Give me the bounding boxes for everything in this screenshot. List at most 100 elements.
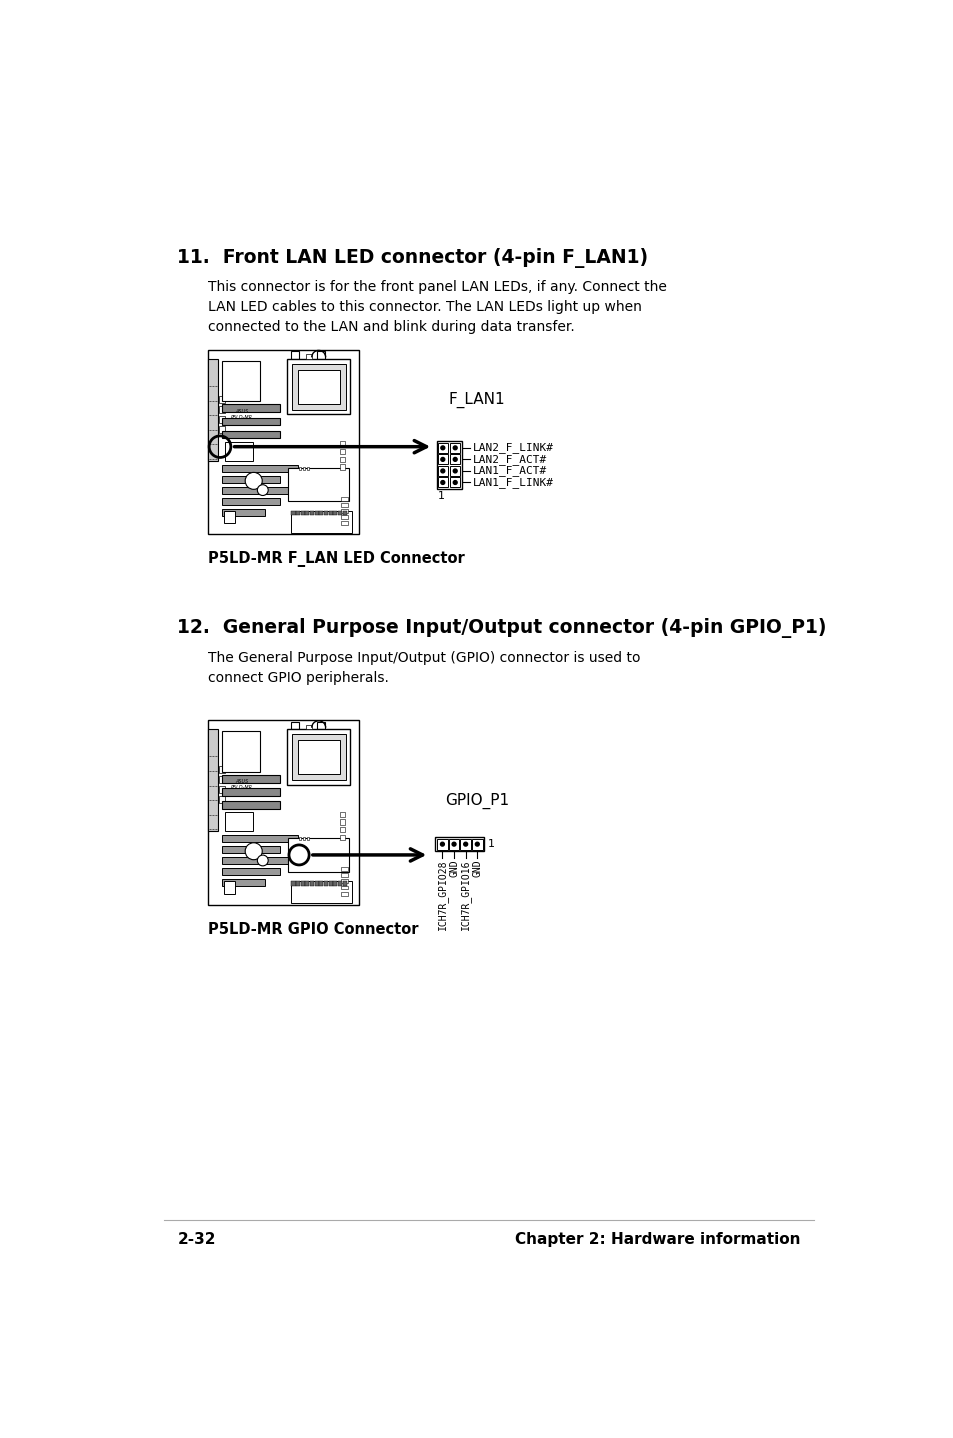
Bar xyxy=(341,880,347,883)
Text: The General Purpose Input/Output (GPIO) connector is used to
connect GPIO periph: The General Purpose Input/Output (GPIO) … xyxy=(208,651,640,684)
Bar xyxy=(222,835,297,843)
Bar xyxy=(437,454,447,464)
Bar xyxy=(337,510,342,515)
Bar xyxy=(339,464,344,470)
Bar xyxy=(222,801,279,808)
Bar xyxy=(437,443,447,453)
Text: 12.  General Purpose Input/Output connector (4-pin GPIO_P1): 12. General Purpose Input/Output connect… xyxy=(177,618,826,638)
Bar xyxy=(298,467,301,470)
Text: This connector is for the front panel LAN LEDs, if any. Connect the
LAN LED cabl: This connector is for the front panel LA… xyxy=(208,280,666,335)
Bar xyxy=(307,837,309,840)
Bar xyxy=(222,404,279,413)
Circle shape xyxy=(257,856,268,866)
Bar xyxy=(222,857,297,864)
Bar xyxy=(225,441,253,460)
Bar xyxy=(222,417,279,426)
Circle shape xyxy=(475,843,478,846)
Circle shape xyxy=(440,480,444,485)
Text: 2-32: 2-32 xyxy=(177,1232,215,1247)
Text: ICH7R_GPIO16: ICH7R_GPIO16 xyxy=(459,860,471,930)
Circle shape xyxy=(440,469,444,473)
Bar xyxy=(288,467,349,502)
Bar xyxy=(450,477,459,487)
Bar xyxy=(298,837,301,840)
Bar xyxy=(224,881,234,894)
Bar xyxy=(287,729,350,785)
Bar xyxy=(305,510,309,515)
Bar xyxy=(292,733,345,779)
Text: ASUS
P5LD-MR: ASUS P5LD-MR xyxy=(231,408,253,420)
Bar xyxy=(300,510,305,515)
Bar xyxy=(219,787,224,794)
Bar xyxy=(292,351,299,360)
Text: 11.  Front LAN LED connector (4-pin F_LAN1): 11. Front LAN LED connector (4-pin F_LAN… xyxy=(177,247,648,267)
Bar xyxy=(341,503,347,506)
Bar xyxy=(292,881,352,903)
Bar xyxy=(436,441,461,489)
Bar xyxy=(222,869,279,876)
Circle shape xyxy=(257,485,268,496)
Circle shape xyxy=(245,843,262,860)
Bar xyxy=(324,881,328,886)
Bar xyxy=(337,881,342,886)
Bar xyxy=(450,443,459,453)
Circle shape xyxy=(453,457,456,462)
Text: GND: GND xyxy=(472,860,482,877)
Text: LAN1_F_ACT#: LAN1_F_ACT# xyxy=(472,466,546,476)
Bar xyxy=(342,881,346,886)
Bar xyxy=(324,510,328,515)
Bar xyxy=(341,886,347,890)
Bar xyxy=(208,360,218,460)
Bar xyxy=(341,509,347,513)
Text: 1: 1 xyxy=(487,838,494,848)
Bar xyxy=(450,454,459,464)
Bar xyxy=(459,838,471,850)
Bar xyxy=(341,892,347,896)
Circle shape xyxy=(440,457,444,462)
Circle shape xyxy=(453,446,456,450)
Bar xyxy=(222,498,279,505)
Bar xyxy=(341,522,347,525)
Bar xyxy=(333,881,337,886)
Bar xyxy=(208,720,359,905)
Bar xyxy=(436,838,447,850)
Circle shape xyxy=(463,843,467,846)
Bar xyxy=(222,476,279,483)
Text: LAN2_F_LINK#: LAN2_F_LINK# xyxy=(472,443,553,453)
Circle shape xyxy=(440,446,444,450)
Bar xyxy=(297,741,339,774)
Bar xyxy=(319,510,323,515)
Text: P5LD-MR F_LAN LED Connector: P5LD-MR F_LAN LED Connector xyxy=(208,551,465,568)
Bar xyxy=(339,835,344,840)
Bar xyxy=(292,364,345,410)
Text: GPIO_P1: GPIO_P1 xyxy=(444,792,508,808)
Text: Chapter 2: Hardware information: Chapter 2: Hardware information xyxy=(515,1232,800,1247)
Bar xyxy=(219,777,224,784)
Bar xyxy=(341,496,347,500)
Bar xyxy=(222,464,297,472)
Bar xyxy=(314,510,318,515)
Bar xyxy=(339,827,344,833)
Bar xyxy=(472,838,482,850)
Bar xyxy=(288,838,349,871)
Bar xyxy=(208,349,359,535)
Bar xyxy=(222,509,264,516)
Bar xyxy=(307,467,309,470)
Bar xyxy=(224,510,234,523)
Bar xyxy=(222,487,297,493)
Bar xyxy=(303,837,305,840)
Bar xyxy=(341,867,347,871)
Bar xyxy=(300,881,305,886)
Text: F_LAN1: F_LAN1 xyxy=(448,393,505,408)
Bar xyxy=(219,406,224,413)
Bar xyxy=(295,510,300,515)
Bar xyxy=(437,466,447,476)
Bar xyxy=(292,722,299,729)
Bar xyxy=(222,846,279,853)
Bar xyxy=(437,477,447,487)
Bar xyxy=(292,881,295,886)
Bar xyxy=(297,370,339,404)
Bar xyxy=(219,426,224,433)
Bar xyxy=(219,766,224,774)
Bar xyxy=(310,510,314,515)
